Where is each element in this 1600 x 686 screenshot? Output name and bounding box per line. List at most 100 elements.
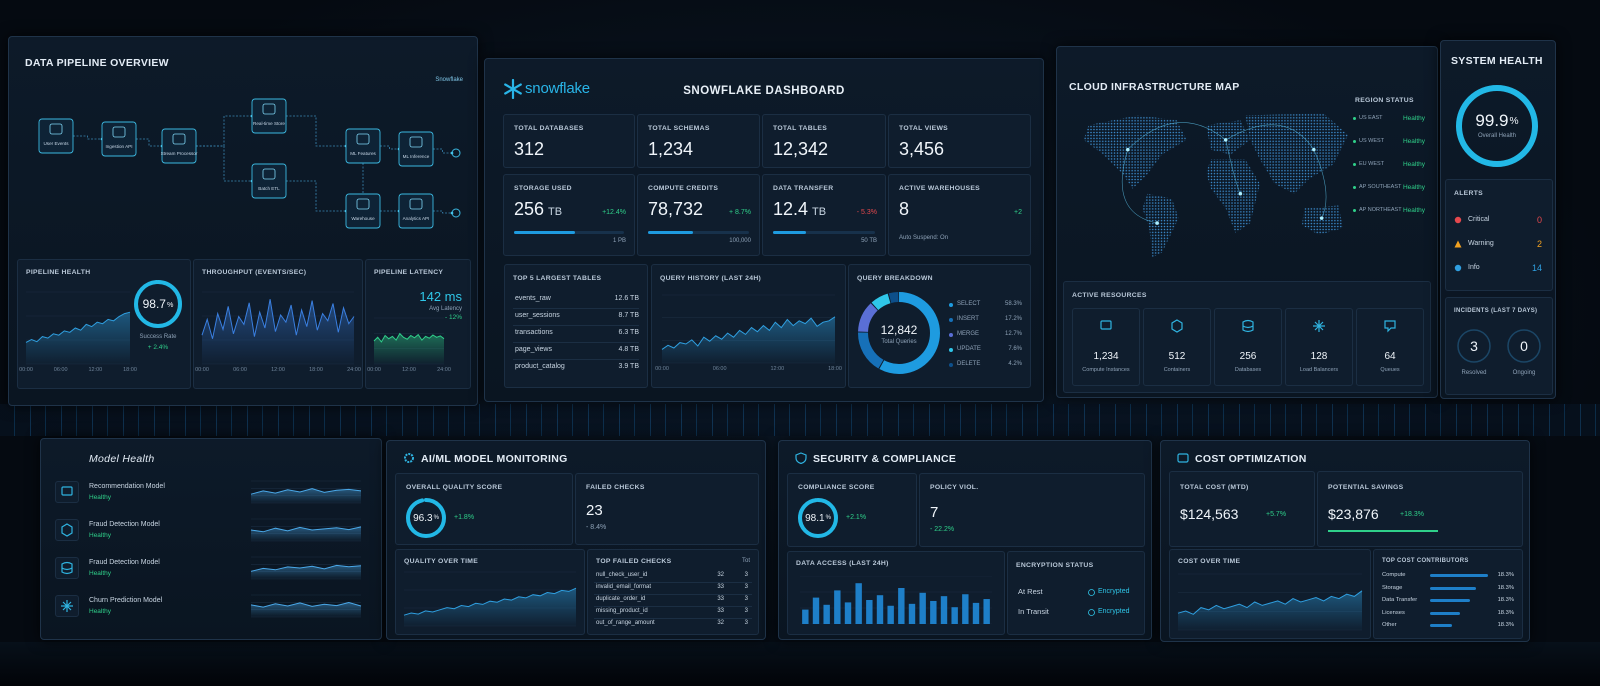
lbl: COMPLIANCE SCORE — [798, 484, 875, 491]
path — [1225, 124, 1315, 150]
tick: 00:00 — [655, 366, 669, 372]
card: TOTAL VIEWS 3,456 — [888, 114, 1031, 168]
lbl: POTENTIAL SAVINGS — [1328, 484, 1404, 491]
card: INCIDENTS (LAST 7 DAYS) 3 Resolved 0 Ongoing — [1445, 297, 1553, 395]
icon — [1242, 319, 1254, 333]
area — [404, 588, 576, 626]
legend-dot — [949, 333, 953, 337]
pipeline-node — [101, 121, 137, 157]
bar — [855, 583, 862, 624]
node-label: Warehouse — [351, 216, 375, 221]
pipeline-node — [398, 131, 434, 167]
connector — [380, 145, 399, 150]
sep — [513, 325, 639, 326]
legend-dot — [949, 318, 953, 322]
line-chart — [250, 556, 362, 580]
value-group: 12.4 TB — [773, 199, 826, 220]
h: CLOUD INFRASTRUCTURE MAP — [1069, 81, 1240, 93]
resource-value: 1,234 — [1093, 351, 1119, 362]
tiny: Queues — [1380, 367, 1400, 373]
gauge-value: 98.1 — [805, 512, 825, 524]
gear — [404, 453, 414, 463]
pipeline-node — [251, 163, 287, 199]
tick: 12:00 — [402, 367, 416, 373]
gauge-arc — [406, 498, 446, 538]
path — [1127, 122, 1226, 150]
lbl: STORAGE USED — [514, 185, 572, 192]
row: 12.6 TB — [614, 295, 639, 302]
lbl: INCIDENTS (LAST 7 DAYS) — [1454, 308, 1538, 314]
line-chart — [250, 518, 362, 542]
tick: 24:00 — [347, 367, 361, 373]
lbl: OVERALL QUALITY SCORE — [406, 484, 503, 491]
row: Fraud Detection Model — [89, 559, 160, 566]
gauge-text: 99.9% — [1456, 85, 1538, 167]
row: Recommendation Model — [89, 483, 165, 490]
gauge-unit: % — [433, 515, 439, 521]
card: THROUGHPUT (EVENTS/SEC) 00:00 06:00 12:00 18… — [193, 259, 363, 389]
tick: 12:00 — [770, 366, 785, 372]
row: 3 — [744, 584, 748, 590]
lbl: ACTIVE RESOURCES — [1072, 292, 1147, 299]
tiny: Databases — [1234, 367, 1262, 373]
ok: Healthy — [1402, 207, 1425, 214]
network-arcs — [1121, 122, 1327, 224]
pipeline-node — [345, 193, 381, 229]
gauge-unit: % — [1509, 115, 1519, 127]
gauge-unit: % — [166, 299, 174, 309]
connector — [196, 115, 252, 147]
icon — [61, 561, 73, 575]
tick: 00:00 — [367, 367, 381, 373]
fill — [773, 231, 806, 234]
line-chart — [403, 571, 577, 627]
resource-value: 256 — [1239, 351, 1257, 362]
alert-dot — [1454, 216, 1462, 224]
row: 3 — [744, 608, 748, 614]
bar — [972, 602, 980, 624]
lbl: TOTAL VIEWS — [899, 125, 948, 132]
tiny: 58.3% — [1004, 301, 1022, 307]
underline — [1328, 530, 1438, 532]
row: Info — [1468, 264, 1480, 271]
logo: snowflake — [525, 80, 590, 97]
ok: + 2.4% — [147, 344, 169, 351]
tick: 06:00 — [712, 366, 727, 372]
icon — [1171, 319, 1183, 333]
circle — [1125, 147, 1130, 152]
line — [250, 488, 362, 495]
bar — [866, 600, 873, 624]
card — [55, 557, 79, 579]
lbl: DATA ACCESS (LAST 24H) — [796, 560, 889, 567]
tiny: Load Balancers — [1299, 367, 1339, 373]
path — [1083, 115, 1187, 189]
encrypted: Encrypted — [1098, 608, 1130, 615]
card: STORAGE USED 256 TB +12.4% 1 PB — [503, 174, 635, 256]
row: 32 — [717, 572, 724, 578]
ok: Healthy — [1402, 115, 1425, 122]
path — [1142, 193, 1179, 258]
row: page_views — [515, 346, 552, 353]
tiny: 4.2% — [1008, 361, 1022, 367]
node-icon — [356, 133, 370, 145]
lbl: THROUGHPUT (EVENTS/SEC) — [202, 269, 307, 276]
row: events_raw — [515, 295, 551, 302]
row: 33 — [717, 596, 724, 602]
resource-value: 512 — [1168, 351, 1186, 362]
row: missing_product_id — [596, 608, 648, 614]
world-map — [1083, 113, 1349, 258]
tiny: Containers — [1163, 367, 1191, 373]
big: 312 — [514, 139, 545, 159]
card: TOP COST CONTRIBUTORS Compute 18.3% Storage… — [1373, 549, 1523, 639]
snowflake-icon — [504, 79, 522, 99]
pipeline-panel: DATA PIPELINE OVERVIEW Snowflake User Even… — [8, 36, 478, 406]
node-label: ML Features — [350, 151, 376, 156]
row: Fraud Detection Model — [89, 521, 160, 528]
card: 128 Load Balancers — [1285, 308, 1353, 386]
bar — [940, 596, 948, 624]
tiny: Tot — [741, 558, 750, 564]
path — [1242, 319, 1254, 333]
node-icon — [409, 198, 423, 210]
node-icon — [49, 123, 63, 135]
row: null_check_user_id — [596, 572, 648, 578]
card: TOTAL SCHEMAS 1,234 — [637, 114, 760, 168]
